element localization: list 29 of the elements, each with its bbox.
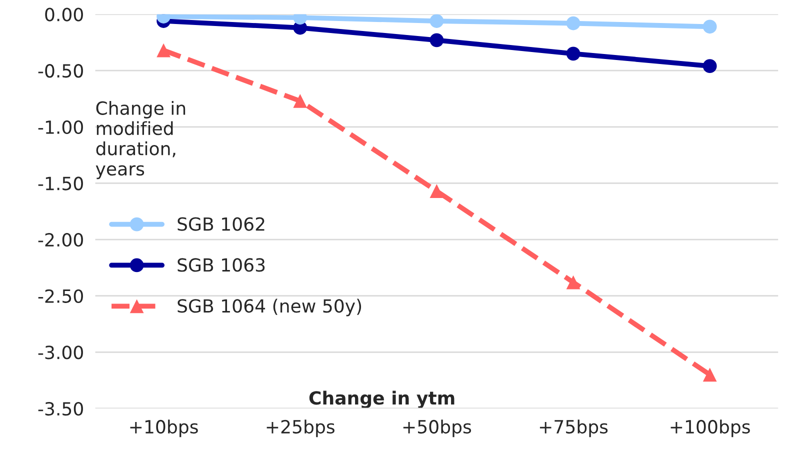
- point: [566, 275, 580, 290]
- y-tick-label: -1.50: [38, 176, 83, 190]
- y-tick-label: 0.00: [45, 8, 83, 22]
- x-tick-label: +100bps: [670, 420, 750, 438]
- legend-label: SGB 1064 (new 50y): [178, 298, 362, 316]
- y-tick-label: -2.50: [38, 289, 83, 303]
- x-tick-label: +25bps: [266, 420, 334, 438]
- y-tick-label: -1.00: [38, 120, 83, 134]
- y-tick-label: -2.00: [38, 232, 83, 247]
- legend-label: SGB 1063: [178, 258, 265, 272]
- point: [156, 43, 171, 58]
- y-tick-label: -3.50: [38, 402, 83, 416]
- y-tick-label: -3.00: [38, 346, 83, 360]
- point: [702, 20, 717, 34]
- x-tick-label: +75bps: [540, 420, 608, 438]
- point: [566, 16, 580, 30]
- point: [702, 368, 717, 382]
- point: [430, 184, 444, 198]
- point: [430, 14, 444, 28]
- x-tick-label: +50bps: [403, 420, 472, 438]
- x-axis-title: Change in ytm: [309, 390, 454, 408]
- point: [702, 59, 717, 74]
- point: [566, 46, 580, 61]
- point: [430, 33, 444, 48]
- legend-label: SGB 1062: [178, 217, 264, 231]
- y-axis-title: Change in modified duration, years: [96, 100, 186, 180]
- point: [293, 94, 308, 108]
- x-tick-label: +10bps: [130, 420, 198, 438]
- y-tick-label: -0.50: [38, 64, 83, 78]
